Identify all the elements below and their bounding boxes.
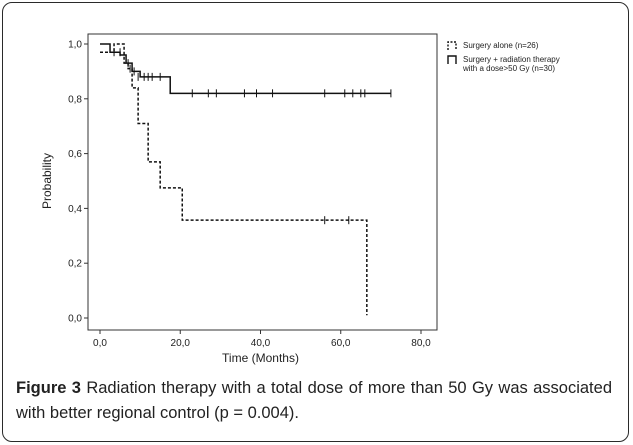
x-tick-label: 40,0	[251, 338, 271, 349]
y-tick-label: 0,2	[68, 259, 82, 270]
survival-chart: 0,0 0,2 0,4 0,6 0,8 1,0 0,0 20,0 40,0 60,0 80,0 Tim…	[40, 33, 560, 365]
legend-label-2: Surgery + radiation therapy	[463, 55, 560, 64]
figure-frame	[2, 2, 629, 442]
y-tick-label: 0,4	[68, 204, 82, 215]
legend-symbol-1	[447, 41, 457, 50]
legend-symbol-2	[447, 55, 457, 64]
y-tick-label: 0,0	[68, 314, 82, 325]
x-tick-label: 0,0	[93, 338, 107, 349]
x-tick-label: 80,0	[411, 338, 431, 349]
series-line-1	[100, 43, 368, 316]
caption-text: Radiation therapy with a total dose of m…	[16, 379, 612, 422]
x-tick-label: 60,0	[331, 338, 351, 349]
y-tick-label: 1,0	[68, 40, 82, 51]
y-tick-label: 0,8	[68, 94, 82, 105]
x-tick-label: 20,0	[171, 338, 191, 349]
x-axis-title: Time (Months)	[222, 351, 299, 365]
y-tick-label: 0,6	[68, 149, 82, 160]
series-line-2	[100, 43, 391, 95]
figure-caption: Figure 3 Radiation therapy with a total …	[16, 376, 612, 426]
legend-label-1: Surgery alone (n=26)	[463, 41, 539, 50]
legend-label-2: with a dose>50 Gy (n=30)	[462, 64, 555, 73]
figure-label: Figure 3	[16, 379, 81, 397]
y-axis-title: Probability	[40, 153, 54, 209]
plot-area	[87, 33, 438, 331]
